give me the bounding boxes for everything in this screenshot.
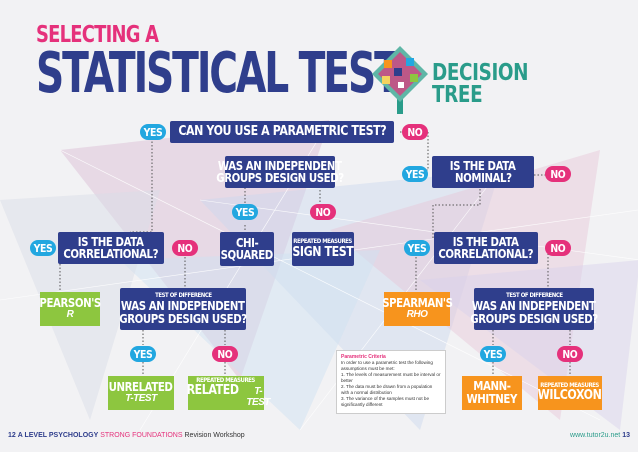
independent-right-yes-pill: YES — [480, 346, 506, 362]
parametric-yes-pill: YES — [140, 124, 166, 140]
nominal-no-pill: NO — [545, 166, 571, 182]
question-independent-left: TEST OF DIFFERENCE WAS AN INDEPENDENT GR… — [119, 288, 247, 330]
decision-tree-logo-icon — [372, 46, 428, 114]
page-title: STATISTICAL TEST — [36, 41, 401, 106]
footer-left: 12 A LEVEL PSYCHOLOGY STRONG FOUNDATIONS… — [8, 432, 245, 448]
criteria-item-2: 2. The data must be drawn from a populat… — [341, 384, 433, 395]
footer-course: A LEVEL PSYCHOLOGY — [17, 432, 99, 439]
independent-left-no-pill: NO — [212, 346, 238, 362]
question-independent-top: WAS AN INDEPENDENT GROUPS DESIGN USED? — [216, 156, 344, 188]
criteria-title: Parametric Criteria — [341, 354, 386, 360]
footer-right: www.tutor2u.net 13 — [570, 432, 630, 448]
answer-pearsons: PEARSON'S r — [39, 292, 101, 326]
question-parametric: CAN YOU USE A PARAMETRIC TEST? — [170, 121, 394, 143]
footer-page-right: 13 — [622, 432, 630, 439]
title-line-1: SELECTING A — [36, 22, 159, 48]
answer-related-t-test: REPEATED MEASURES RELATED t-test — [187, 376, 270, 410]
nominal-yes-pill: YES — [402, 166, 428, 182]
title-side-tree: TREE — [432, 82, 483, 108]
correlational-right-no-pill: NO — [545, 240, 571, 256]
correlational-left-no-pill: NO — [172, 240, 198, 256]
criteria-intro: In order to use a parametric test the fo… — [341, 360, 433, 371]
footer-workshop: Revision Workshop — [184, 432, 245, 439]
answer-spearmans: SPEARMAN'S rho — [382, 292, 453, 326]
title-side-decision: DECISION — [432, 60, 529, 86]
answer-wilcoxon: REPEATED MEASURES WILCOXON — [538, 376, 602, 410]
question-nominal: IS THE DATA NOMINAL? — [432, 156, 534, 188]
parametric-no-pill: NO — [402, 124, 428, 140]
parametric-criteria-box: Parametric Criteria In order to use a pa… — [336, 350, 446, 414]
independent-top-yes-pill: YES — [232, 204, 258, 220]
question-correlational-left: IS THE DATA CORRELATIONAL? — [58, 232, 164, 264]
answer-sign-test: REPEATED MEASURES SIGN TEST — [292, 232, 354, 266]
criteria-item-1: 1. The levels of measurement must be int… — [341, 372, 441, 383]
answer-mann-whitney: MANN- WHITNEY — [462, 376, 522, 410]
independent-right-no-pill: NO — [557, 346, 583, 362]
independent-left-yes-pill: YES — [130, 346, 156, 362]
correlational-left-yes-pill: YES — [30, 240, 56, 256]
footer-url[interactable]: www.tutor2u.net — [570, 432, 621, 439]
answer-unrelated-t-test: UNRELATED t-test — [108, 376, 174, 410]
answer-chi-squared: CHI- SQUARED — [220, 232, 274, 266]
question-correlational-right: IS THE DATA CORRELATIONAL? — [434, 232, 538, 264]
question-independent-right: TEST OF DIFFERENCE WAS AN INDEPENDENT GR… — [470, 288, 598, 330]
criteria-item-3: 3. The variance of the samples must not … — [341, 396, 430, 407]
footer-page-left: 12 — [8, 432, 16, 439]
independent-top-no-pill: NO — [310, 204, 336, 220]
correlational-right-yes-pill: YES — [404, 240, 430, 256]
footer-series: STRONG FOUNDATIONS — [100, 432, 183, 439]
